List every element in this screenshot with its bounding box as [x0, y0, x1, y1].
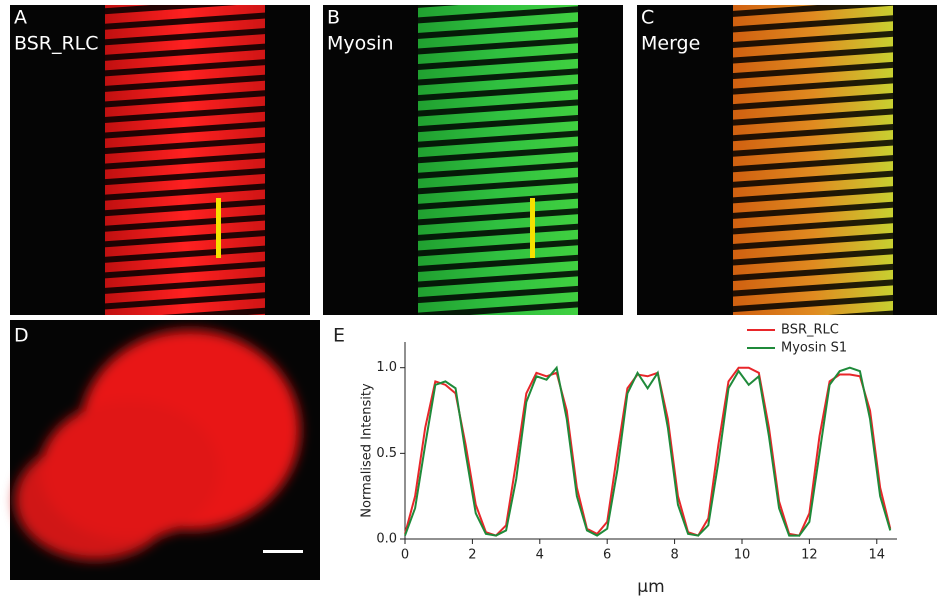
x-tick-label: 6 — [603, 548, 611, 563]
x-tick-label: 10 — [734, 548, 751, 563]
scale-bar — [263, 550, 303, 553]
x-tick-label: 12 — [801, 548, 818, 563]
line-scan — [216, 198, 221, 258]
x-tick-label: 0 — [401, 548, 409, 563]
panel-label: BSR_RLC — [14, 33, 99, 55]
striation — [733, 5, 893, 315]
panel-letter: D — [14, 325, 29, 347]
chart: 0.0 0.5 1.0 0 2 4 6 8 10 12 14 μm Normalised Intensi… — [360, 323, 897, 597]
y-axis-label: Normalised Intensity — [360, 383, 375, 518]
cell — [15, 330, 300, 560]
series-line — [404, 365, 892, 537]
panel-label: Myosin — [327, 33, 393, 55]
panel-letter: E — [333, 325, 345, 347]
y-tick-label: 0.0 — [376, 532, 397, 547]
x-tick-label: 8 — [670, 548, 678, 563]
x-tick-label: 14 — [869, 548, 886, 563]
legend-label: Myosin S1 — [781, 341, 847, 356]
panel-letter: A — [14, 7, 27, 29]
line-scan — [530, 198, 535, 258]
striation — [105, 5, 265, 315]
panel-label: Merge — [641, 33, 700, 55]
x-axis-label: μm — [637, 577, 664, 597]
y-tick-label: 1.0 — [376, 360, 397, 375]
x-tick-label: 2 — [468, 548, 476, 563]
panel-letter: B — [327, 7, 340, 29]
series-line — [404, 366, 892, 537]
panel-letter: C — [641, 7, 654, 29]
y-tick-label: 0.5 — [376, 446, 397, 461]
x-tick-label: 4 — [536, 548, 544, 563]
striation — [418, 5, 578, 315]
legend-label: BSR_RLC — [781, 323, 839, 338]
